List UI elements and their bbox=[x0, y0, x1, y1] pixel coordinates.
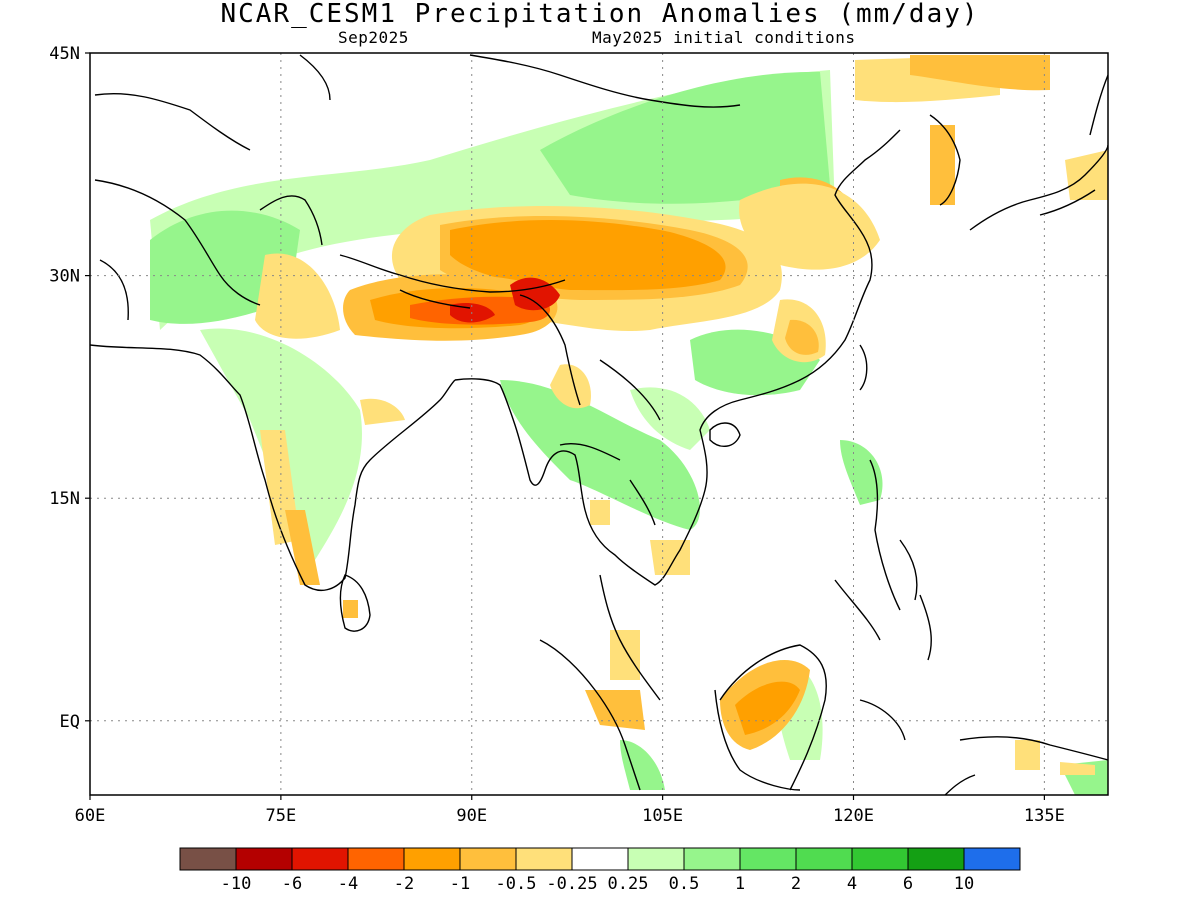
colorbar-label: 4 bbox=[847, 874, 857, 894]
anomaly-region bbox=[840, 440, 883, 505]
coastline bbox=[99, 259, 129, 321]
coastline bbox=[959, 736, 1108, 761]
colorbar-label: -4 bbox=[338, 874, 358, 894]
colorbar-swatch bbox=[963, 847, 1021, 871]
anomaly-region bbox=[450, 220, 726, 291]
coastline bbox=[259, 195, 323, 246]
coastline bbox=[859, 699, 906, 741]
colorbar-swatch bbox=[627, 847, 685, 871]
colorbar-swatch bbox=[403, 847, 461, 871]
coastline bbox=[339, 254, 566, 293]
initial-conditions-label: May2025 initial conditions bbox=[592, 28, 856, 47]
map-title: NCAR_CESM1 Precipitation Anomalies (mm/d… bbox=[220, 0, 980, 29]
coastline bbox=[869, 459, 901, 611]
x-tick-label: 75E bbox=[266, 806, 297, 826]
colorbar-swatch bbox=[571, 847, 629, 871]
coastline bbox=[599, 574, 661, 701]
anomaly-region bbox=[343, 600, 358, 618]
colorbar-label: -0.5 bbox=[496, 874, 537, 894]
colorbar-swatch bbox=[683, 847, 741, 871]
y-tick-label: 45N bbox=[49, 44, 80, 64]
coastline bbox=[94, 179, 261, 306]
anomaly-region bbox=[650, 540, 690, 575]
colorbar-swatch bbox=[347, 847, 405, 871]
anomaly-region bbox=[930, 125, 955, 205]
coastline bbox=[899, 539, 918, 601]
y-tick-label: 15N bbox=[49, 489, 80, 509]
anomaly-region bbox=[450, 303, 495, 323]
colorbar-label: -2 bbox=[394, 874, 414, 894]
coastline bbox=[629, 479, 656, 526]
colorbar-swatch bbox=[795, 847, 853, 871]
x-tick-label: 105E bbox=[642, 806, 683, 826]
anomaly-region bbox=[590, 500, 610, 525]
valid-month-label: Sep2025 bbox=[338, 28, 409, 47]
coastline bbox=[714, 689, 801, 791]
coastline bbox=[399, 289, 471, 309]
colorbar-label: 0.25 bbox=[608, 874, 649, 894]
colorbar-label: 2 bbox=[791, 874, 801, 894]
anomaly-region bbox=[540, 71, 830, 204]
x-tick-label: 120E bbox=[833, 806, 874, 826]
coastline bbox=[719, 644, 827, 791]
anomaly-region bbox=[735, 681, 800, 735]
anomaly-region bbox=[620, 740, 665, 790]
anomaly-region bbox=[785, 319, 819, 355]
coastline bbox=[944, 774, 976, 795]
colorbar-swatch bbox=[179, 847, 237, 871]
coastline bbox=[834, 579, 881, 641]
coastline bbox=[454, 129, 901, 586]
x-tick-label: 60E bbox=[75, 806, 106, 826]
anomaly-region bbox=[360, 398, 405, 425]
coastline bbox=[919, 594, 932, 661]
coastline bbox=[469, 54, 741, 108]
colorbar-label: -1 bbox=[450, 874, 470, 894]
anomaly-region bbox=[610, 630, 640, 680]
anomaly-region bbox=[285, 510, 320, 585]
colorbar-swatch bbox=[739, 847, 797, 871]
coastline bbox=[519, 294, 581, 406]
anomaly-region bbox=[500, 380, 700, 530]
coastline bbox=[1089, 74, 1108, 136]
coastline bbox=[559, 443, 621, 461]
colorbar-swatch bbox=[291, 847, 349, 871]
coastline bbox=[339, 574, 371, 632]
coastline bbox=[929, 114, 961, 206]
coastline bbox=[969, 144, 1108, 231]
colorbar-swatch bbox=[515, 847, 573, 871]
colorbar-label: 0.5 bbox=[669, 874, 700, 894]
y-tick-label: 30N bbox=[49, 267, 80, 287]
colorbar-label: -0.25 bbox=[546, 874, 597, 894]
anomaly-region bbox=[1060, 762, 1095, 775]
coastline bbox=[94, 92, 251, 151]
anomaly-region bbox=[910, 55, 1050, 91]
coastline bbox=[299, 54, 331, 101]
coastline bbox=[1039, 189, 1096, 216]
plot-frame bbox=[89, 52, 1109, 796]
anomaly-region bbox=[739, 183, 880, 270]
x-tick-label: 135E bbox=[1024, 806, 1065, 826]
colorbar-swatch bbox=[459, 847, 517, 871]
colorbar-label: 1 bbox=[735, 874, 745, 894]
colorbar-swatch bbox=[235, 847, 293, 871]
anomaly-region bbox=[1015, 740, 1040, 770]
colorbar-swatch bbox=[907, 847, 965, 871]
coastline bbox=[859, 344, 868, 391]
colorbar-label: -6 bbox=[282, 874, 302, 894]
coastline bbox=[90, 344, 456, 592]
coastline bbox=[599, 359, 661, 421]
x-tick-label: 90E bbox=[456, 806, 487, 826]
colorbar-swatch bbox=[851, 847, 909, 871]
colorbar-label: 6 bbox=[903, 874, 913, 894]
colorbar-label: 10 bbox=[954, 874, 974, 894]
anomaly-region bbox=[585, 690, 645, 730]
anomaly-region bbox=[255, 253, 340, 339]
y-tick-label: EQ bbox=[60, 712, 80, 732]
anomaly-region bbox=[550, 364, 591, 409]
coastline bbox=[539, 639, 641, 791]
coastline bbox=[709, 422, 741, 447]
colorbar-label: -10 bbox=[221, 874, 252, 894]
